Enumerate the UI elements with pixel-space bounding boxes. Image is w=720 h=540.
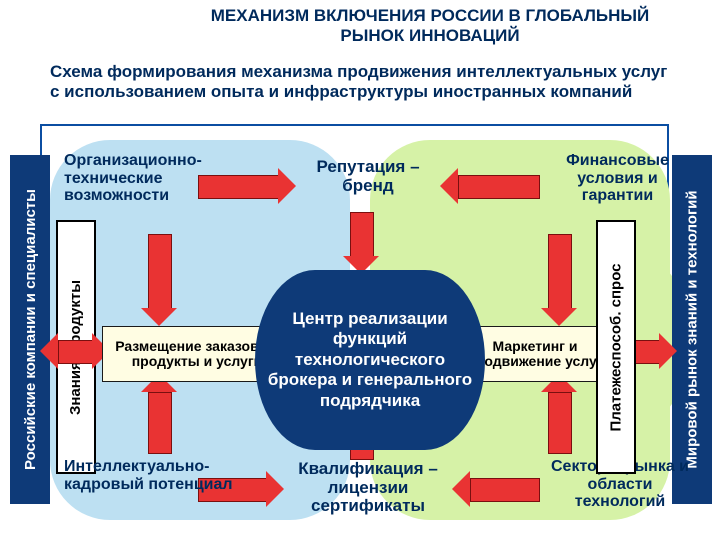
arrow	[548, 234, 572, 310]
vbar-right-outer: Мировой рынок знаний и технологий	[672, 155, 712, 504]
arrow	[148, 392, 172, 454]
page-subtitle: Схема формирования механизма продвижения…	[50, 62, 670, 103]
page-title: МЕХАНИЗМ ВКЛЮЧЕНИЯ РОССИИ В ГЛОБАЛЬНЫЙ Р…	[180, 6, 680, 47]
vbar-right-inner-label: Платежеспособ. спрос	[608, 263, 625, 431]
box-org-tech: Организационно-технические возможности	[64, 152, 234, 205]
center-broker: Центр реализации функций технологическог…	[255, 270, 485, 450]
diagram-stage: МЕХАНИЗМ ВКЛЮЧЕНИЯ РОССИИ В ГЛОБАЛЬНЫЙ Р…	[0, 0, 720, 540]
arrow-head	[659, 333, 677, 369]
vbar-left-outer: Российские компании и специалисты	[10, 155, 50, 504]
vbar-right-outer-label: Мировой рынок знаний и технологий	[684, 190, 701, 468]
arrow-head	[141, 308, 177, 326]
vbar-right-inner: Платежеспособ. спрос	[596, 220, 636, 474]
box-intellectual: Интеллектуально-кадровый потенциал	[64, 458, 234, 493]
arrow	[148, 234, 172, 310]
arrow	[470, 478, 540, 502]
arrow	[458, 175, 540, 199]
box-reputation: Репутация – бренд	[293, 158, 443, 195]
arrow-head	[541, 308, 577, 326]
arrow	[350, 212, 374, 258]
box-finance: Финансовые условия и гарантии	[545, 152, 690, 205]
box-qualification: Квалификация – лицензии сертификаты	[278, 460, 458, 516]
arrow-bi	[58, 340, 94, 364]
arrow-head	[40, 333, 58, 369]
vbar-left-outer-label: Российские компании и специалисты	[22, 189, 39, 470]
arrow	[548, 392, 572, 454]
